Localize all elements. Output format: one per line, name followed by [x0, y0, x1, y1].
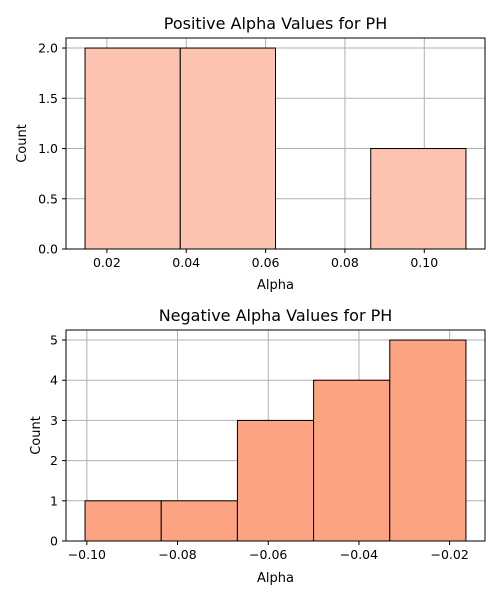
x-axis-label-positive: Alpha [257, 278, 294, 293]
y-tick-label: 0 [50, 534, 58, 549]
positive-alpha-histogram: Positive Alpha Values for PH 0.02 0.04 0.0… [15, 14, 486, 293]
x-tick-label: −0.04 [340, 547, 378, 562]
histogram-bar [313, 379, 391, 542]
x-tick-label: −0.08 [158, 547, 196, 562]
x-tick-label: 0.10 [410, 255, 438, 270]
y-tick-label: 4 [50, 373, 58, 388]
chart-title-negative: Negative Alpha Values for PH [159, 306, 393, 325]
x-tick-label: 0.06 [252, 255, 280, 270]
histogram-bar [84, 500, 162, 542]
histogram-bar [160, 500, 238, 542]
histogram-bar [236, 419, 315, 542]
y-axis-label-negative: Count [29, 416, 44, 455]
y-tick-label: 2 [50, 453, 58, 468]
y-axis-label-positive: Count [15, 124, 30, 163]
y-tick-label: 3 [50, 413, 58, 428]
plot-frame-positive [65, 37, 486, 250]
y-tick-label: 5 [50, 333, 58, 348]
x-tick-label: −0.02 [430, 547, 468, 562]
negative-alpha-histogram: Negative Alpha Values for PH −0.10 −0.08 −… [29, 306, 486, 586]
histogram-bar [84, 47, 181, 250]
x-tick-label: 0.08 [331, 255, 359, 270]
y-tick-label: 0.5 [38, 191, 58, 206]
y-tick-label: 0.0 [38, 242, 58, 257]
plot-frame-negative [65, 329, 486, 542]
histogram-bar [370, 148, 467, 250]
x-tick-label: 0.04 [172, 255, 200, 270]
chart-title-positive: Positive Alpha Values for PH [164, 14, 387, 33]
y-tick-label: 1.0 [38, 141, 58, 156]
x-axis-label-negative: Alpha [257, 571, 294, 586]
y-tick-label: 1 [50, 493, 58, 508]
x-tick-label: −0.10 [68, 547, 106, 562]
y-tick-label: 1.5 [38, 91, 58, 106]
y-tick-label: 2.0 [38, 41, 58, 56]
x-tick-label: 0.02 [93, 255, 121, 270]
histogram-bar [179, 47, 276, 250]
x-tick-label: −0.06 [249, 547, 287, 562]
histogram-bar [389, 339, 467, 542]
